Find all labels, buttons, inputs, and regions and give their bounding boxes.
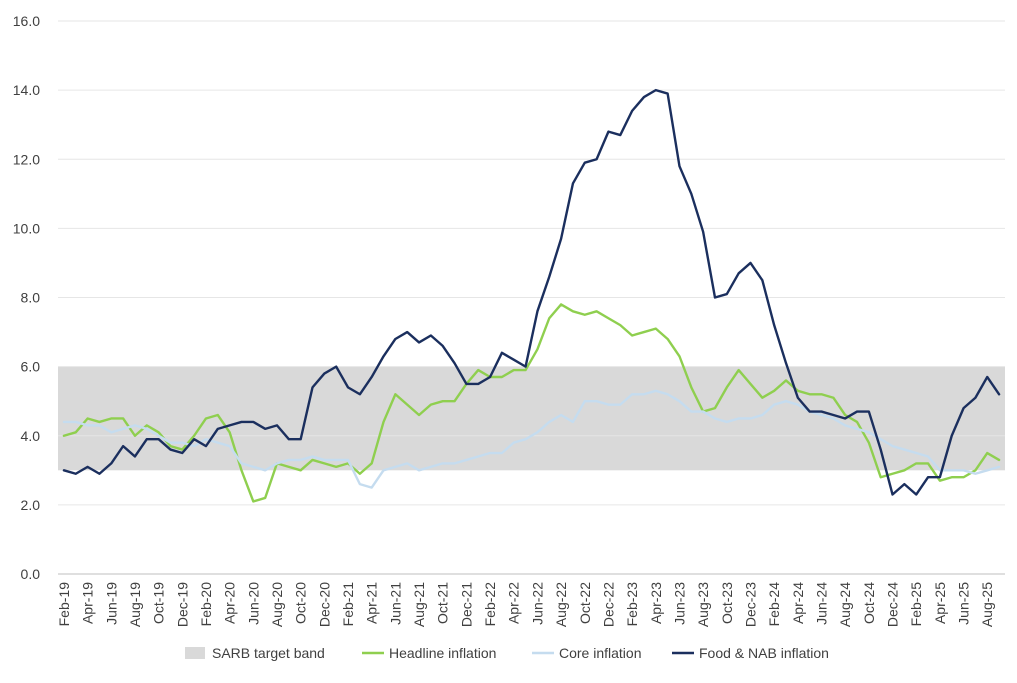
target-band <box>58 366 1005 471</box>
y-tick-label: 6.0 <box>21 359 41 375</box>
x-tick-label: Oct-23 <box>719 582 735 624</box>
series-line <box>62 303 1001 503</box>
x-tick-label: Feb-19 <box>56 582 72 627</box>
x-tick-label: Aug-23 <box>695 582 711 627</box>
x-tick-label: Apr-23 <box>648 582 664 624</box>
x-tick-label: Jun-19 <box>103 582 119 625</box>
x-tick-label: Aug-22 <box>553 582 569 627</box>
x-tick-label: Feb-22 <box>482 582 498 627</box>
x-tick-label: Apr-20 <box>222 582 238 624</box>
x-tick-label: Dec-24 <box>885 582 901 627</box>
x-tick-label: Feb-20 <box>198 582 214 627</box>
x-tick-label: Feb-24 <box>766 582 782 627</box>
x-tick-label: Oct-22 <box>577 582 593 624</box>
x-tick-label: Aug-20 <box>269 582 285 627</box>
x-tick-label: Jun-23 <box>671 582 687 625</box>
x-tick-label: Oct-24 <box>861 582 877 624</box>
x-tick-label: Oct-21 <box>435 582 451 624</box>
x-tick-label: Dec-20 <box>316 582 332 627</box>
legend-swatch-box <box>185 647 205 659</box>
y-tick-label: 2.0 <box>21 497 41 513</box>
y-tick-label: 12.0 <box>13 151 40 167</box>
y-tick-label: 0.0 <box>21 566 41 582</box>
series-line <box>62 88 1001 496</box>
legend-label: SARB target band <box>212 645 325 661</box>
x-tick-label: Apr-19 <box>80 582 96 624</box>
x-tick-label: Oct-19 <box>151 582 167 624</box>
legend: SARB target band Headline inflation Core i… <box>185 645 829 661</box>
y-tick-label: 8.0 <box>21 290 41 306</box>
x-tick-label: Apr-24 <box>790 582 806 624</box>
x-tick-label: Jun-22 <box>529 582 545 625</box>
x-tick-label: Feb-21 <box>340 582 356 627</box>
series-line <box>62 389 1001 489</box>
x-tick-label: Oct-20 <box>293 582 309 624</box>
x-tick-label: Dec-21 <box>458 582 474 627</box>
x-tick-label: Aug-25 <box>979 582 995 627</box>
x-tick-label: Apr-25 <box>932 582 948 624</box>
x-tick-label: Apr-22 <box>506 582 522 624</box>
y-tick-label: 16.0 <box>13 13 40 29</box>
x-tick-label: Jun-20 <box>245 582 261 625</box>
x-tick-label: Dec-22 <box>600 582 616 627</box>
x-tick-label: Jun-24 <box>814 582 830 625</box>
x-tick-label: Dec-19 <box>174 582 190 627</box>
legend-label: Core inflation <box>559 645 642 661</box>
x-tick-label: Jun-25 <box>956 582 972 625</box>
x-tick-label: Feb-23 <box>624 582 640 627</box>
legend-label: Food & NAB inflation <box>699 645 829 661</box>
y-tick-label: 10.0 <box>13 220 40 236</box>
plot-area: 0.0 2.0 4.0 6.0 8.0 10.0 12.0 14.0 16.0 Feb-19 Apr… <box>13 13 1005 627</box>
x-tick-label: Aug-21 <box>411 582 427 627</box>
legend-label: Headline inflation <box>389 645 496 661</box>
x-tick-label: Feb-25 <box>908 582 924 627</box>
x-tick-label: Jun-21 <box>387 582 403 625</box>
x-tick-label: Apr-21 <box>364 582 380 624</box>
x-tick-label: Aug-24 <box>837 582 853 627</box>
y-tick-label: 14.0 <box>13 82 40 98</box>
x-tick-label: Aug-19 <box>127 582 143 627</box>
y-tick-label: 4.0 <box>21 428 41 444</box>
x-tick-label: Dec-23 <box>742 582 758 627</box>
